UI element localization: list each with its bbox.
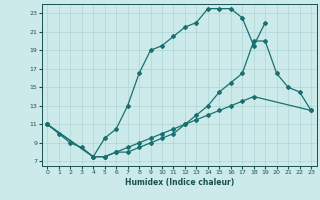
X-axis label: Humidex (Indice chaleur): Humidex (Indice chaleur) <box>124 178 234 187</box>
